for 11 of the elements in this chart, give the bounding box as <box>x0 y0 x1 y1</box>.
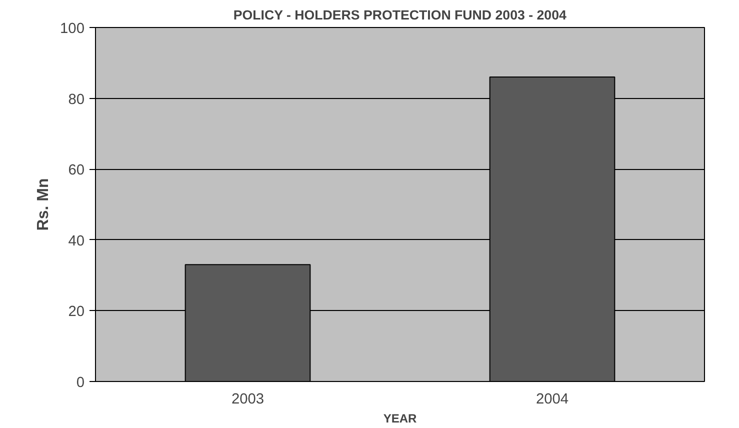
y-tick-label: 80 <box>68 92 85 108</box>
y-tick-label: 20 <box>68 304 85 320</box>
y-tick-label: 40 <box>68 233 85 250</box>
y-axis-title: Rs. Mn <box>35 178 52 231</box>
y-tick-label: 0 <box>76 375 85 391</box>
y-tick-label: 100 <box>60 21 85 37</box>
y-tick-label: 60 <box>68 162 85 179</box>
x-tick-label: 2004 <box>536 392 569 408</box>
chart-title: POLICY - HOLDERS PROTECTION FUND 2003 - 2004 <box>233 8 567 22</box>
x-tick-label: 2003 <box>231 392 264 408</box>
x-axis-title: YEAR <box>383 412 418 426</box>
